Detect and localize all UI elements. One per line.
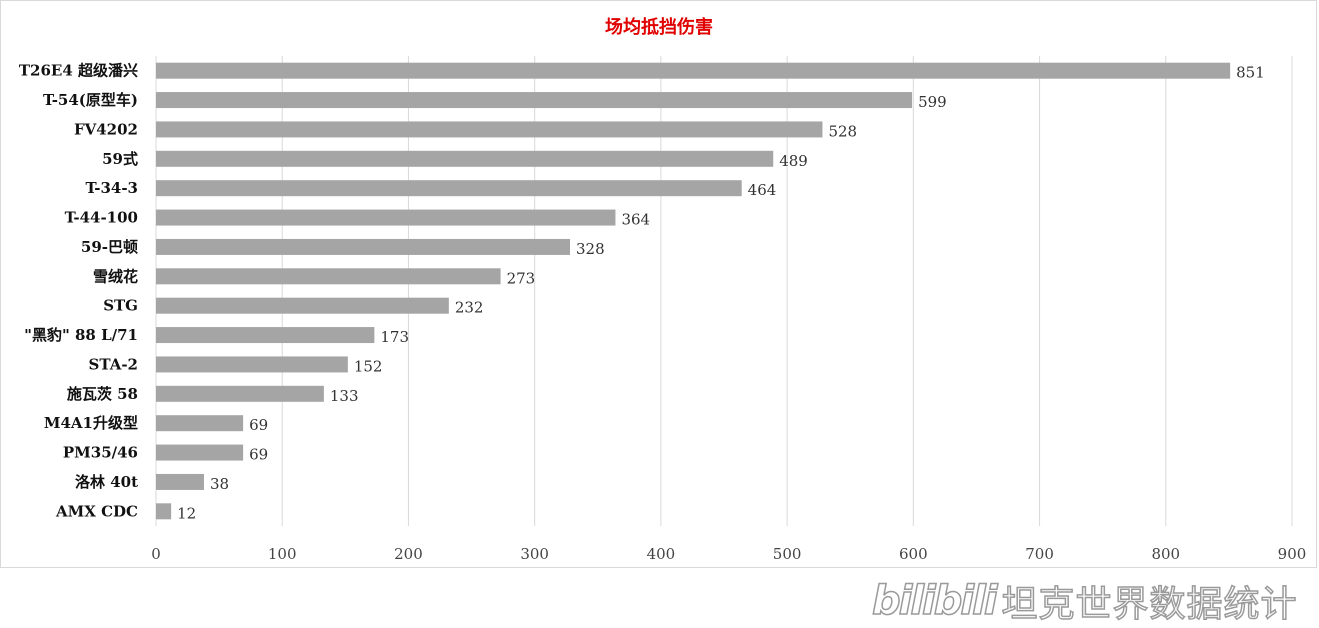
bar xyxy=(156,415,244,432)
x-axis-ticks: 0 100 200 300 400 500 600 700 800 900 xyxy=(151,545,1306,563)
data-label: 133 xyxy=(330,387,359,405)
category-label: 59式 xyxy=(102,150,138,168)
x-tick-label: 300 xyxy=(520,545,549,563)
bar xyxy=(156,92,913,109)
bar xyxy=(156,150,774,167)
x-tick-label: 900 xyxy=(1278,545,1307,563)
data-label: 12 xyxy=(177,504,196,522)
data-label: 464 xyxy=(748,181,777,199)
bar xyxy=(156,121,823,138)
data-label: 489 xyxy=(779,152,808,170)
bar xyxy=(156,327,375,344)
bar xyxy=(156,356,348,373)
bar-chart: 场均抵挡伤害 T26E4 超级潘兴 T-54(原型车) FV4202 59式 T-34-… xyxy=(19,16,1306,563)
x-tick-label: 200 xyxy=(394,545,423,563)
bar xyxy=(156,238,571,255)
data-label: 38 xyxy=(210,475,229,493)
category-label: T-44-100 xyxy=(65,209,138,227)
x-tick-label: 700 xyxy=(1025,545,1054,563)
x-tick-label: 800 xyxy=(1151,545,1180,563)
category-label: 施瓦茨 58 xyxy=(67,385,138,403)
bar xyxy=(156,62,1231,79)
bar xyxy=(156,268,501,285)
category-label: AMX CDC xyxy=(55,502,138,520)
bar xyxy=(156,503,172,520)
watermark: bilibili 坦克世界数据统计 xyxy=(871,574,1319,628)
category-label: 洛林 40t xyxy=(75,473,138,491)
category-labels: T26E4 超级潘兴 T-54(原型车) FV4202 59式 T-34-3 T-44-1… xyxy=(19,62,138,521)
category-label: PM35/46 xyxy=(63,444,138,462)
bar xyxy=(156,444,244,461)
x-tick-label: 400 xyxy=(647,545,676,563)
category-label: 雪绒花 xyxy=(93,267,138,285)
data-label: 69 xyxy=(249,446,268,464)
x-tick-label: 500 xyxy=(773,545,802,563)
category-label: T26E4 超级潘兴 xyxy=(19,62,138,80)
data-label: 528 xyxy=(828,122,857,140)
data-label: 328 xyxy=(576,240,605,258)
category-label: T-34-3 xyxy=(86,179,138,197)
chart-title: 场均抵挡伤害 xyxy=(605,16,713,38)
bar xyxy=(156,297,449,314)
data-label: 851 xyxy=(1236,64,1265,82)
chart-frame: 场均抵挡伤害 T26E4 超级潘兴 T-54(原型车) FV4202 59式 T-34-… xyxy=(0,0,1317,568)
data-label: 69 xyxy=(249,416,268,434)
category-label: FV4202 xyxy=(74,120,138,138)
watermark-text: 坦克世界数据统计 xyxy=(1001,583,1298,626)
data-label: 599 xyxy=(918,93,947,111)
category-label: T-54(原型车) xyxy=(43,91,138,109)
category-label: 59-巴顿 xyxy=(81,238,138,256)
category-label: STG xyxy=(103,297,138,315)
bar xyxy=(156,209,616,226)
x-tick-label: 0 xyxy=(151,545,161,563)
bar xyxy=(156,385,324,402)
data-label: 364 xyxy=(621,211,650,229)
category-label: M4A1升级型 xyxy=(44,414,138,432)
category-label: STA-2 xyxy=(89,355,138,373)
x-tick-label: 600 xyxy=(899,545,928,563)
data-label: 232 xyxy=(455,299,484,317)
category-label: "黑豹" 88 L/71 xyxy=(24,326,138,344)
data-label: 152 xyxy=(354,357,383,375)
data-label: 273 xyxy=(507,269,536,287)
x-tick-label: 100 xyxy=(268,545,297,563)
bilibili-logo: bilibili xyxy=(871,577,998,625)
data-label: 173 xyxy=(380,328,409,346)
bar xyxy=(156,473,204,490)
bar xyxy=(156,180,742,197)
bars xyxy=(156,62,1231,520)
